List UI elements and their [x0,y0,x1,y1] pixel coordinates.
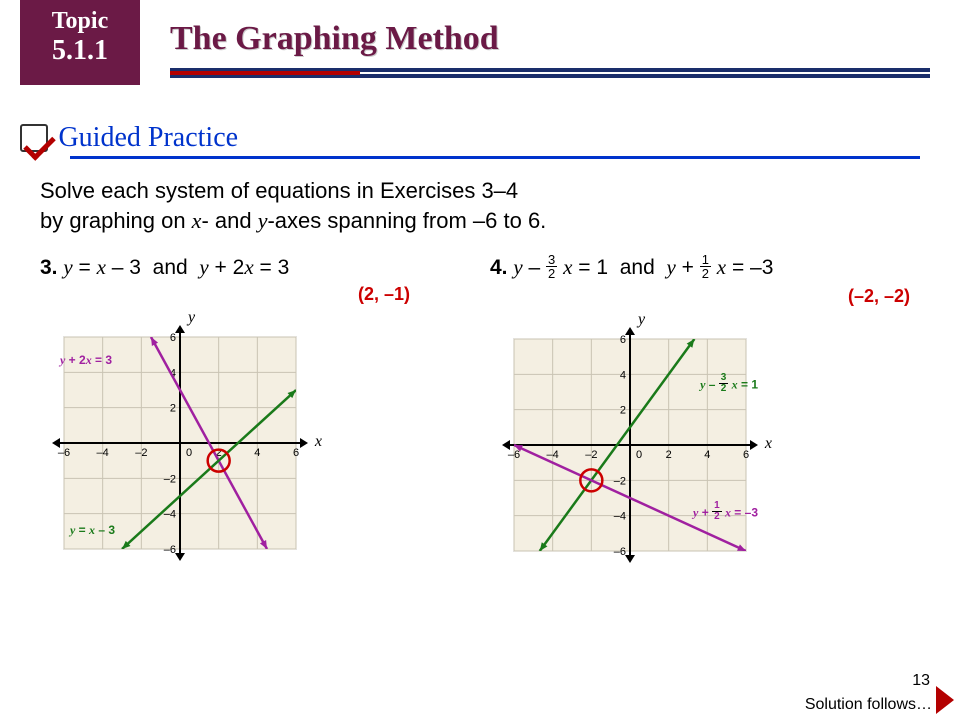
svg-text:–2: –2 [585,449,597,461]
problem-4-answer: (–2, –2) [490,286,920,307]
problems-row: 3. y = x – 3 and y + 2x = 3 (2, –1) y x … [40,255,920,575]
svg-text:–4: –4 [614,511,626,523]
svg-text:2: 2 [666,449,672,461]
problem-3: 3. y = x – 3 and y + 2x = 3 (2, –1) y x … [40,255,470,575]
svg-text:–6: –6 [164,544,176,556]
section-title: Guided Practice [58,122,238,153]
svg-text:4: 4 [620,370,626,382]
topic-label: Topic [20,8,140,35]
svg-text:2: 2 [620,405,626,417]
solution-follows: Solution follows… [805,696,932,714]
problem-3-equation: 3. y = x – 3 and y + 2x = 3 [40,255,470,280]
eq-label-2: y = x – 3 [70,523,115,538]
svg-text:6: 6 [743,449,749,461]
x-axis-label: x [315,433,322,451]
svg-text:6: 6 [620,334,626,346]
svg-text:–6: –6 [614,546,626,558]
problem-4: 4. y – 32 x = 1 and y + 12 x = –3 (–2, –… [490,255,920,575]
page-title: The Graphing Method [170,20,499,58]
instructions: Solve each system of equations in Exerci… [40,176,920,235]
svg-text:0: 0 [636,449,642,461]
checkmark-icon [20,124,48,152]
problem-3-graph: y x –6–4–20246–6–4–2246 y + 2x = 3 y = x… [40,313,320,573]
next-arrow-icon[interactable] [936,686,954,714]
topic-badge: Topic 5.1.1 [20,0,140,85]
svg-text:–4: –4 [547,449,559,461]
svg-text:–6: –6 [508,449,520,461]
title-accent [170,71,360,75]
svg-text:6: 6 [170,332,176,344]
topic-number: 5.1.1 [20,35,140,67]
svg-text:4: 4 [254,447,260,459]
section-underline [70,156,920,159]
graph-svg: –6 –4 –2 0 2 4 6 –6 –4 –2 2 4 6 [490,315,770,575]
x-axis-label: x [765,435,772,453]
problem-4-graph: y x –6–4–20246–6–4–2246 y – 32 x = 1 y +… [490,315,770,575]
section-header: Guided Practice [20,122,960,158]
svg-text:–6: –6 [58,447,70,459]
svg-text:4: 4 [704,449,710,461]
instructions-line2: by graphing on x- and y-axes spanning fr… [40,206,920,236]
instructions-line1: Solve each system of equations in Exerci… [40,176,920,206]
svg-text:0: 0 [186,447,192,459]
svg-text:–2: –2 [614,476,626,488]
page-number: 13 [912,672,930,690]
problem-4-equation: 4. y – 32 x = 1 and y + 12 x = –3 [490,255,920,282]
svg-text:–2: –2 [135,447,147,459]
y-axis-label: y [638,311,645,329]
y-axis-label: y [188,309,195,327]
eq-label-1: y – 32 x = 1 [700,375,758,396]
header: Topic 5.1.1 The Graphing Method [0,0,960,100]
svg-text:–2: –2 [164,474,176,486]
eq-label-1: y + 2x = 3 [60,353,112,368]
svg-text:6: 6 [293,447,299,459]
svg-text:–4: –4 [97,447,109,459]
eq-label-2: y + 12 x = –3 [693,503,758,524]
problem-3-answer: (2, –1) [40,284,470,305]
svg-text:2: 2 [170,403,176,415]
